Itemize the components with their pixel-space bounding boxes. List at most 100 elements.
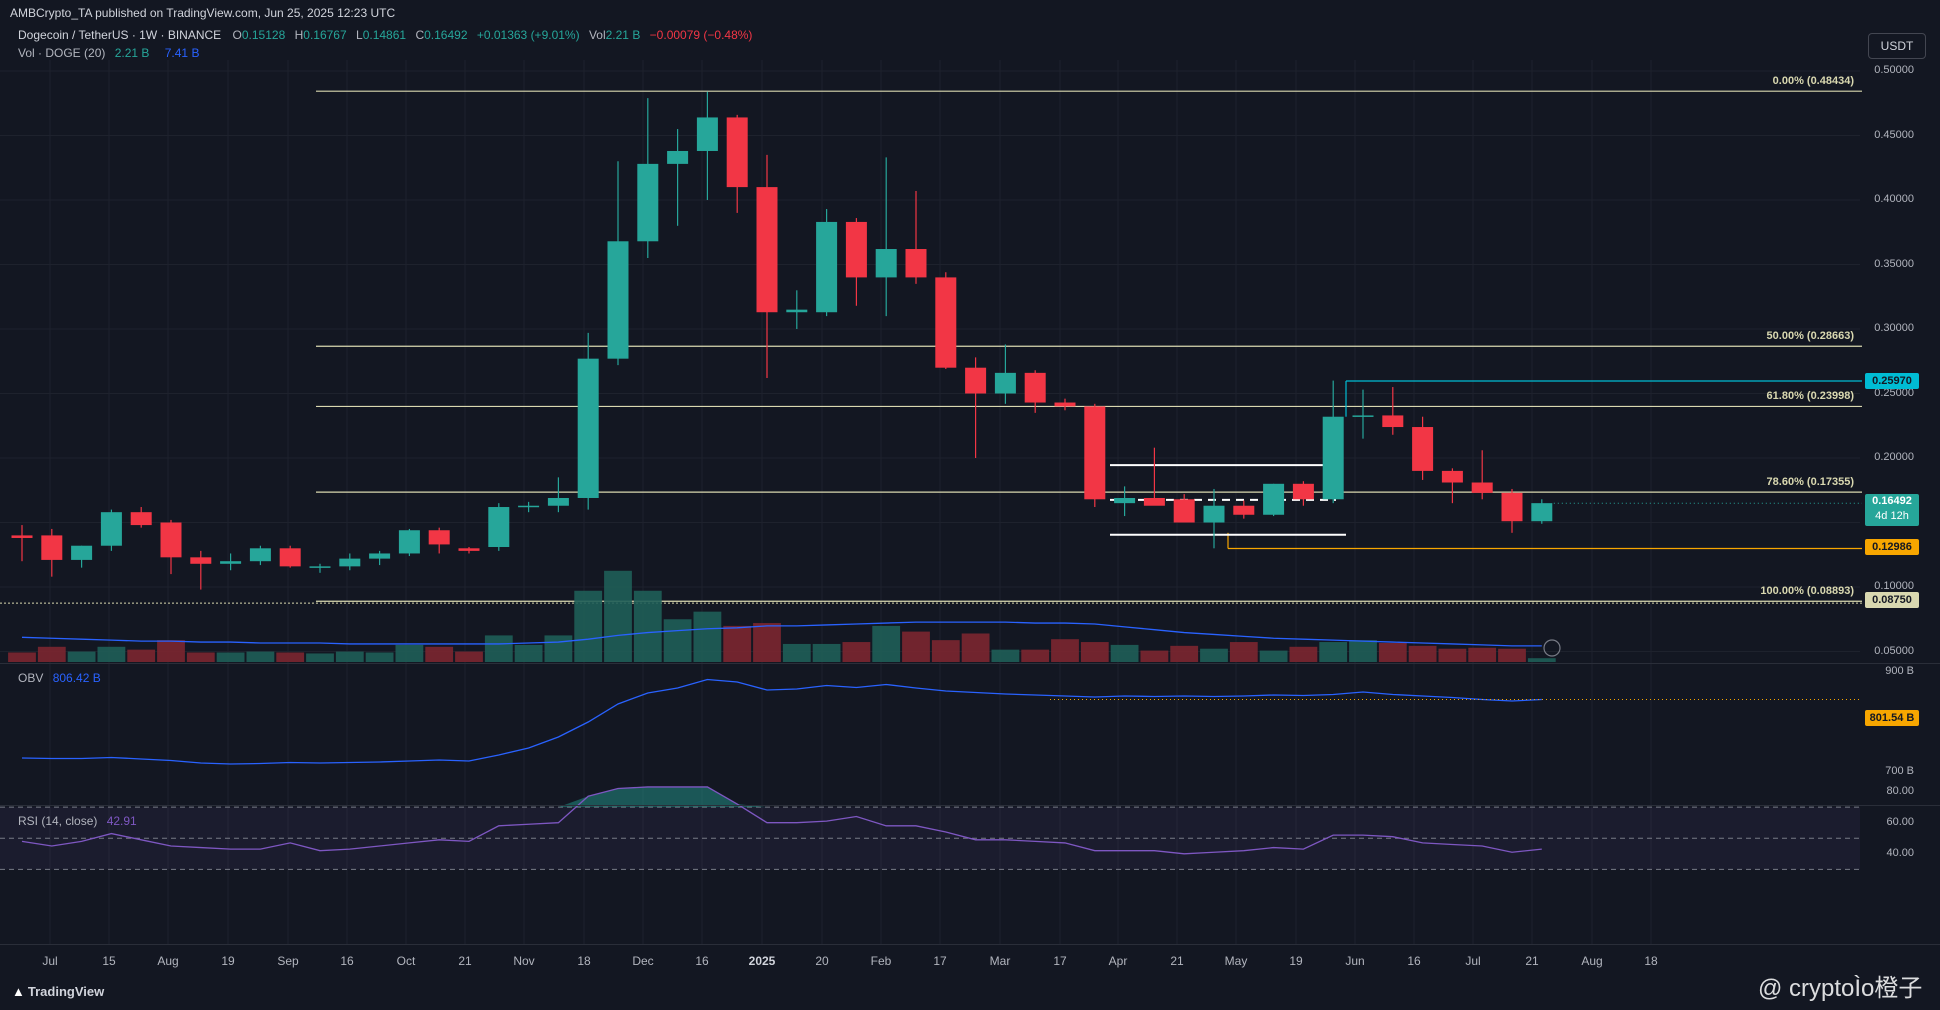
rsi-legend[interactable]: RSI (14, close) 42.91 bbox=[18, 814, 137, 828]
symbol-legend[interactable]: Dogecoin / TetherUS · 1W · BINANCE O0.15… bbox=[18, 28, 752, 42]
price-tick: 0.10000 bbox=[1874, 580, 1914, 592]
price-tick: 0.35000 bbox=[1874, 257, 1914, 270]
time-tick: 18 bbox=[1644, 954, 1658, 968]
candle-body bbox=[1322, 416, 1344, 500]
candle-body bbox=[1203, 505, 1225, 523]
candle-body bbox=[488, 507, 510, 548]
time-tick: May bbox=[1224, 954, 1248, 968]
rsi-legend-value: 42.91 bbox=[106, 814, 137, 828]
price-tick: 0.20000 bbox=[1874, 451, 1914, 463]
volume-bar bbox=[1498, 648, 1526, 662]
time-tick: Apr bbox=[1108, 954, 1128, 968]
time-tick: 21 bbox=[1525, 954, 1539, 968]
pane-separator-rsi[interactable] bbox=[0, 805, 1940, 806]
volume-bar bbox=[1349, 640, 1377, 662]
volume-bar bbox=[97, 646, 126, 662]
volume-bar bbox=[1200, 648, 1228, 662]
candle-body bbox=[398, 530, 420, 554]
price-tick: 0.50000 bbox=[1874, 64, 1914, 76]
candle-body bbox=[518, 505, 540, 508]
candle-body bbox=[1054, 402, 1076, 407]
price-tick: 0.30000 bbox=[1874, 322, 1914, 334]
volume-legend-v2: 7.41 B bbox=[164, 46, 200, 60]
fib-level-label: 0.00% (0.48434) bbox=[1772, 75, 1854, 88]
candle-body bbox=[786, 309, 808, 313]
candle-body bbox=[1292, 483, 1314, 500]
tradingview-logo[interactable]: ▲ TradingView bbox=[12, 984, 104, 999]
candle-body bbox=[667, 150, 689, 164]
candle-body bbox=[279, 548, 301, 567]
time-tick: 19 bbox=[1289, 954, 1303, 968]
time-tick: 2025 bbox=[748, 954, 776, 968]
volume-bar bbox=[335, 651, 364, 662]
rsi-legend-label: RSI (14, close) bbox=[18, 814, 98, 828]
time-tick: 17 bbox=[1053, 954, 1067, 968]
candle-body bbox=[1114, 497, 1136, 504]
candle-body bbox=[696, 117, 718, 151]
volume-bar bbox=[574, 590, 603, 662]
time-tick: 15 bbox=[102, 954, 116, 968]
fib-level-label: 61.80% (0.23998) bbox=[1766, 390, 1854, 403]
obv-tick: 700 B bbox=[1885, 765, 1914, 777]
candle-body bbox=[1441, 470, 1463, 483]
candle-body bbox=[1143, 497, 1165, 506]
volume-bar bbox=[693, 611, 722, 662]
volume-bar bbox=[67, 651, 96, 662]
time-tick: Jul bbox=[1465, 954, 1481, 968]
volume-bar bbox=[216, 652, 245, 662]
fib-level-label: 100.00% (0.08893) bbox=[1760, 585, 1854, 598]
candle-body bbox=[935, 277, 957, 368]
currency-button[interactable]: USDT bbox=[1868, 33, 1926, 59]
high-value: 0.16767 bbox=[303, 28, 347, 42]
volume-bar bbox=[1080, 642, 1109, 662]
volume-bar bbox=[246, 651, 275, 662]
volume-bar bbox=[1408, 645, 1437, 662]
volume-bar bbox=[842, 642, 871, 662]
candle-body bbox=[249, 548, 271, 562]
high-label: H bbox=[294, 28, 304, 42]
time-tick: Nov bbox=[513, 954, 535, 968]
time-tick: 18 bbox=[577, 954, 591, 968]
price-tick: 0.05000 bbox=[1874, 644, 1914, 657]
candle-body bbox=[1531, 503, 1553, 522]
volume-bar bbox=[1438, 648, 1467, 662]
close-label: C bbox=[415, 28, 425, 42]
volume-bar bbox=[902, 631, 930, 662]
time-tick: 16 bbox=[340, 954, 354, 968]
candle-body bbox=[905, 249, 927, 278]
candle-body bbox=[845, 221, 867, 278]
volume-legend[interactable]: Vol · DOGE (20) 2.21 B 7.41 B bbox=[18, 46, 199, 60]
candle-body bbox=[190, 557, 212, 564]
candle-body bbox=[875, 249, 897, 278]
candle-body bbox=[1173, 499, 1195, 523]
volume-bar bbox=[663, 619, 692, 662]
candle-body bbox=[100, 512, 122, 546]
time-tick: 17 bbox=[933, 954, 947, 968]
pane-separator-obv[interactable] bbox=[0, 663, 1940, 664]
change-value: +0.01363 (+9.01%) bbox=[476, 28, 580, 42]
vol-change-value: −0.00079 (−0.48%) bbox=[649, 28, 753, 42]
obv-legend[interactable]: OBV 806.42 B bbox=[18, 671, 101, 685]
price-tick: 0.25000 bbox=[1874, 386, 1914, 399]
candle-body bbox=[160, 522, 182, 558]
volume-bar bbox=[1319, 642, 1348, 662]
time-tick: 16 bbox=[695, 954, 709, 968]
candle-body bbox=[637, 163, 659, 242]
volume-bar bbox=[395, 644, 424, 662]
volume-bar bbox=[1229, 642, 1258, 662]
candle-body bbox=[816, 221, 838, 313]
tv-icon: ▲ bbox=[12, 984, 25, 999]
obv-line bbox=[21, 678, 1542, 765]
open-label: O bbox=[232, 28, 242, 42]
volume-bar bbox=[306, 653, 334, 662]
volume-bar bbox=[1021, 649, 1050, 662]
time-tick: Aug bbox=[157, 954, 179, 968]
candle-body bbox=[1412, 427, 1434, 471]
candle-body bbox=[309, 566, 331, 568]
time-tick: Mar bbox=[989, 954, 1011, 968]
fib-low-price-box: 0.08750 bbox=[1865, 592, 1919, 608]
low-label: L bbox=[356, 28, 363, 42]
volume-legend-label: Vol · DOGE (20) bbox=[18, 46, 106, 60]
volume-bar bbox=[484, 635, 513, 662]
